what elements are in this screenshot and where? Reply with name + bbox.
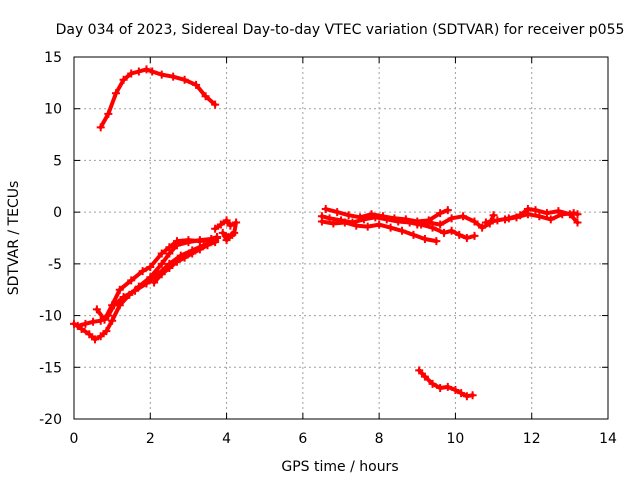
series-arc-high (97, 65, 219, 131)
y-tick-label: -15 (39, 360, 62, 376)
x-tick-label: 6 (298, 431, 307, 447)
data-point (322, 205, 330, 213)
data-point (432, 237, 440, 245)
y-tick-label: 15 (44, 50, 62, 66)
grid (74, 57, 608, 419)
plot-frame (74, 57, 608, 419)
data-point (469, 391, 477, 399)
chart-title: Day 034 of 2023, Sidereal Day-to-day VTE… (56, 22, 625, 38)
axis-ticks: 0 2 4 6 8 10 12 14 -20 -15 -10 -5 0 5 10 15 (39, 50, 617, 447)
y-tick-label: 0 (53, 205, 62, 221)
x-tick-label: 12 (523, 431, 541, 447)
y-tick-label: 10 (44, 102, 62, 118)
x-tick-label: 4 (222, 431, 231, 447)
x-tick-label: 10 (447, 431, 465, 447)
series-line (101, 69, 215, 127)
y-axis-label: SDTVAR / TECUs (6, 181, 22, 296)
chart: Day 034 of 2023, Sidereal Day-to-day VTE… (0, 0, 640, 480)
x-axis-label: GPS time / hours (281, 459, 398, 475)
y-tick-label: -10 (39, 309, 62, 325)
data-series-group (70, 65, 581, 400)
x-tick-label: 8 (375, 431, 384, 447)
x-tick-label: 0 (70, 431, 79, 447)
series-arc-low (415, 366, 476, 400)
data-point (364, 223, 372, 231)
y-tick-label: -5 (48, 257, 62, 273)
y-tick-label: -20 (39, 412, 62, 428)
x-tick-label: 2 (146, 431, 155, 447)
y-tick-label: 5 (53, 153, 62, 169)
x-tick-label: 14 (599, 431, 617, 447)
